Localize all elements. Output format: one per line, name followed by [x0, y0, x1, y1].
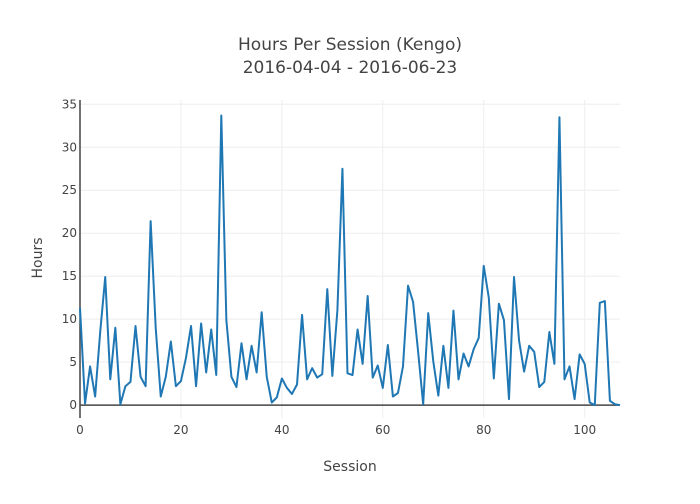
y-tick-label: 25	[62, 183, 77, 197]
x-tick-label: 60	[375, 423, 390, 437]
x-tick-label: 80	[476, 423, 491, 437]
y-tick-label: 15	[62, 269, 77, 283]
y-tick-label: 10	[62, 312, 77, 326]
series-line	[79, 114, 621, 407]
x-tick-label: 20	[173, 423, 188, 437]
y-tick-label: 35	[62, 97, 77, 111]
series-group	[79, 114, 621, 407]
y-tick-label: 0	[69, 398, 77, 412]
y-tick-labels: 0 5 10 15 20 25 30 35	[62, 97, 77, 412]
y-tick-label: 30	[62, 140, 77, 154]
y-axis-title: Hours	[30, 237, 46, 278]
x-tick-label: 0	[76, 423, 84, 437]
gridlines	[80, 100, 620, 418]
y-tick-label: 5	[69, 355, 77, 369]
x-tick-label: 40	[274, 423, 289, 437]
x-tick-labels: 0 20 40 60 80 100	[76, 423, 596, 437]
chart-subtitle: 2016-04-04 - 2016-06-23	[243, 58, 458, 78]
y-tick-label: 20	[62, 226, 77, 240]
zero-line-group	[79, 100, 620, 418]
x-axis-title: Session	[323, 459, 376, 475]
chart-title: Hours Per Session (Kengo)	[238, 35, 462, 55]
x-tick-label: 100	[573, 423, 596, 437]
